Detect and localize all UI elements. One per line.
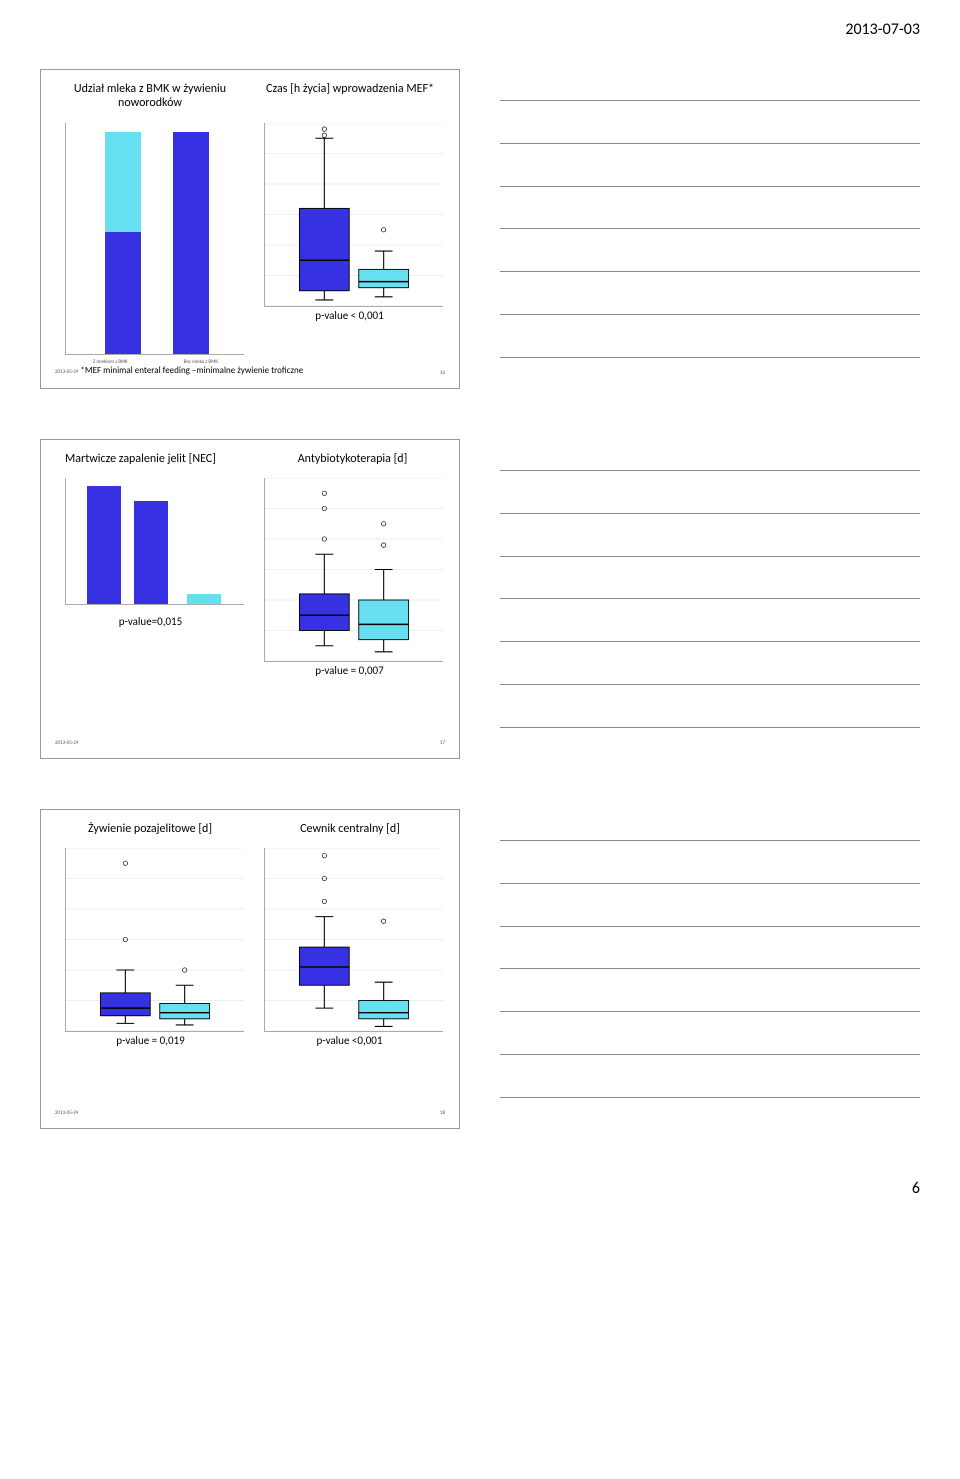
note-line	[500, 314, 920, 315]
s3r-pval: p-value <0,001	[254, 1034, 445, 1110]
slide-16: Udział mleka z BMK w żywieniu noworodków…	[40, 69, 460, 389]
s3-date: 2013-05-24	[55, 1110, 78, 1116]
s2r-pval: p-value = 0,007	[254, 664, 445, 740]
slide-17: Martwicze zapalenie jelit [NEC] Antybiot…	[40, 439, 460, 759]
note-line	[500, 926, 920, 927]
s1l-x2: Bez mleka z BMK	[184, 359, 218, 365]
note-line	[500, 1097, 920, 1098]
s1-num: 16	[440, 370, 445, 376]
note-line	[500, 883, 920, 884]
note-line	[500, 1054, 920, 1055]
note-line	[500, 357, 920, 358]
slide-18: Żywienie pozajelitowe [d] Cewnik central…	[40, 809, 460, 1129]
row-3: Żywienie pozajelitowe [d] Cewnik central…	[40, 809, 920, 1129]
s2-date: 2013-05-24	[55, 740, 78, 746]
page-number: 6	[40, 1179, 920, 1198]
slide18-left-chart: p-value = 0,019	[55, 844, 246, 1110]
note-line	[500, 556, 920, 557]
note-line	[500, 684, 920, 685]
s1r-pval: p-value < 0,001	[254, 309, 445, 365]
note-line	[500, 100, 920, 101]
note-line	[500, 968, 920, 969]
slide17-right-title: Antybiotykoterapia [d]	[260, 452, 445, 466]
slide18-right-title: Cewnik centralny [d]	[255, 822, 445, 836]
s2-num: 17	[440, 740, 445, 746]
note-line	[500, 271, 920, 272]
notes-3	[500, 809, 920, 1129]
s3l-pval: p-value = 0,019	[55, 1034, 246, 1110]
slide16-right-title: Czas [h życia] wprowadzenia MEF*	[255, 82, 445, 111]
note-line	[500, 641, 920, 642]
notes-1	[500, 69, 920, 389]
note-line	[500, 727, 920, 728]
slide17-right-chart: p-value = 0,007	[254, 474, 445, 740]
slide16-left-chart: Z mlekiem z BMK Bez mleka z BMK	[55, 119, 246, 365]
note-line	[500, 470, 920, 471]
note-line	[500, 840, 920, 841]
header-date: 2013-07-03	[40, 20, 920, 39]
slide17-left-title: Martwicze zapalenie jelit [NEC]	[55, 452, 250, 466]
slide18-left-title: Żywienie pozajelitowe [d]	[55, 822, 245, 836]
slide16-left-title: Udział mleka z BMK w żywieniu noworodków	[55, 82, 245, 111]
note-line	[500, 186, 920, 187]
slide16-right-chart: p-value < 0,001	[254, 119, 445, 365]
note-line	[500, 598, 920, 599]
s3-num: 18	[440, 1110, 445, 1116]
note-line	[500, 1011, 920, 1012]
s1l-x1: Z mlekiem z BMK	[93, 359, 128, 365]
slide17-left-chart: p-value=0,015	[55, 474, 246, 740]
s1-footnote: *MEF minimal enteral feeding –minimalne …	[80, 365, 303, 376]
note-line	[500, 228, 920, 229]
note-line	[500, 143, 920, 144]
s2l-pval: p-value=0,015	[55, 615, 246, 740]
s1-date: 2013-05-24	[55, 369, 78, 375]
slide18-right-chart: p-value <0,001	[254, 844, 445, 1110]
note-line	[500, 513, 920, 514]
row-1: Udział mleka z BMK w żywieniu noworodków…	[40, 69, 920, 389]
row-2: Martwicze zapalenie jelit [NEC] Antybiot…	[40, 439, 920, 759]
page: 2013-07-03 Udział mleka z BMK w żywieniu…	[0, 0, 960, 1228]
notes-2	[500, 439, 920, 759]
